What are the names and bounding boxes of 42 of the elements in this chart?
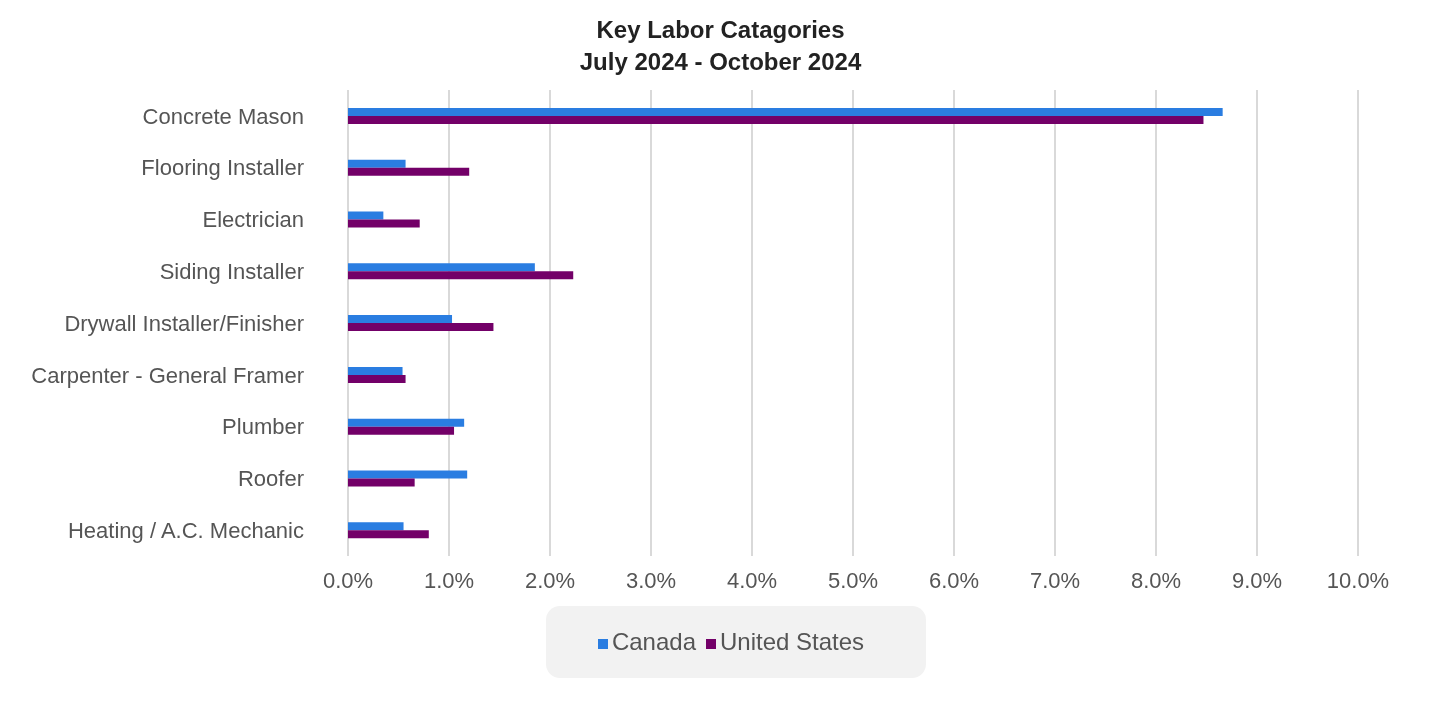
- x-tick-label: 10.0%: [1326, 567, 1390, 593]
- x-tick-label: 1.0%: [423, 567, 475, 593]
- y-tick-label: Plumber: [222, 414, 304, 440]
- bar: [348, 211, 384, 220]
- bar: [348, 315, 453, 324]
- y-tick-label: Siding Installer: [159, 259, 304, 285]
- bar: [348, 323, 494, 332]
- x-tick-label: 6.0%: [928, 567, 980, 593]
- bar: [348, 159, 406, 168]
- chart-subtitle: July 2024 - October 2024: [578, 47, 863, 77]
- bar: [348, 478, 415, 487]
- chart-title: Key Labor Catagories: [595, 15, 846, 45]
- y-tick-label: Concrete Mason: [142, 103, 304, 129]
- bar: [348, 522, 404, 531]
- y-tick-label: Carpenter - General Framer: [31, 362, 304, 388]
- bar: [348, 219, 420, 228]
- y-tick-label: Roofer: [237, 466, 304, 492]
- legend-label: United States: [719, 628, 865, 655]
- bar: [348, 116, 1204, 124]
- bar: [348, 108, 1223, 116]
- x-tick-label: 8.0%: [1130, 567, 1182, 593]
- bar: [348, 374, 406, 383]
- y-tick-label: Electrician: [202, 207, 304, 233]
- x-tick-label: 2.0%: [524, 567, 576, 593]
- bar: [348, 418, 465, 427]
- bar: [348, 263, 535, 272]
- y-tick-label: Drywall Installer/Finisher: [64, 310, 304, 336]
- bar: [348, 167, 470, 176]
- x-tick-label: 4.0%: [726, 567, 778, 593]
- y-tick-label: Flooring Installer: [141, 155, 304, 181]
- legend-label: Canada: [611, 628, 696, 655]
- x-tick-label: 7.0%: [1029, 567, 1081, 593]
- bar: [348, 426, 455, 435]
- x-tick-label: 9.0%: [1231, 567, 1283, 593]
- bar: [348, 470, 468, 479]
- y-tick-label: Heating / A.C. Mechanic: [67, 517, 304, 543]
- x-tick-label: 5.0%: [827, 567, 879, 593]
- bar: [348, 530, 429, 539]
- bar: [348, 271, 574, 280]
- bar: [348, 366, 403, 375]
- x-tick-label: 3.0%: [625, 567, 677, 593]
- x-tick-label: 0.0%: [322, 567, 374, 593]
